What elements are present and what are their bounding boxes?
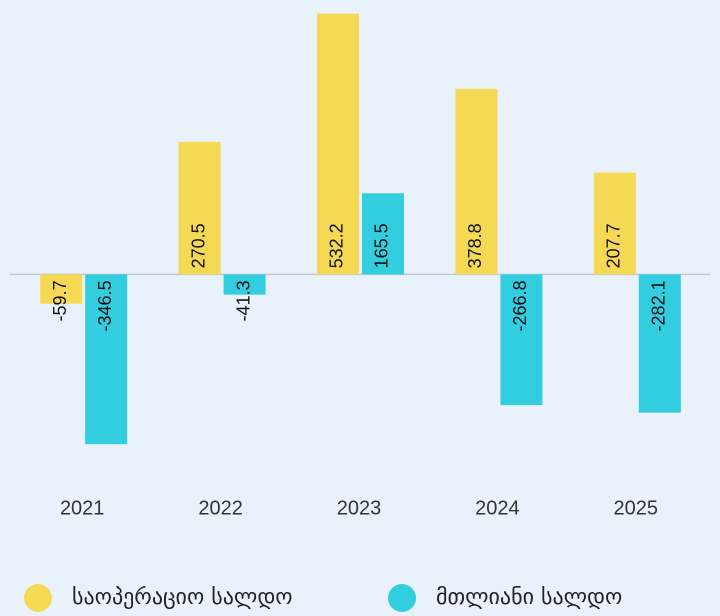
data-label: 378.8: [465, 223, 485, 268]
bar: [178, 141, 221, 275]
data-label: 270.5: [188, 223, 208, 268]
bar: [40, 274, 83, 304]
data-label: -59.7: [50, 280, 70, 321]
data-label: 532.2: [327, 223, 347, 268]
bar: [455, 88, 498, 275]
data-label: -41.3: [233, 280, 253, 321]
x-tick-label: 2025: [614, 497, 659, 519]
data-label: -282.1: [649, 280, 669, 331]
x-tick-label: 2023: [337, 497, 382, 519]
bar: [500, 274, 543, 406]
data-label: 207.7: [604, 223, 624, 268]
bar: [223, 274, 266, 295]
legend-swatch: [388, 584, 416, 612]
data-label: -266.8: [510, 280, 530, 331]
data-label: -346.5: [95, 280, 115, 331]
bar: [638, 274, 681, 413]
data-label: 165.5: [372, 223, 392, 268]
bar: [317, 13, 359, 275]
x-tick-label: 2021: [60, 497, 105, 519]
x-tick-label: 2022: [198, 497, 243, 519]
legend-swatch: [24, 584, 52, 612]
bar: [362, 193, 404, 275]
x-tick-label: 2024: [475, 497, 520, 519]
bar: [593, 172, 636, 275]
legend-label: საოპერაციო სალდო: [72, 585, 293, 610]
legend-label: მთლიანი სალდო: [436, 585, 622, 610]
bar: [85, 274, 128, 445]
